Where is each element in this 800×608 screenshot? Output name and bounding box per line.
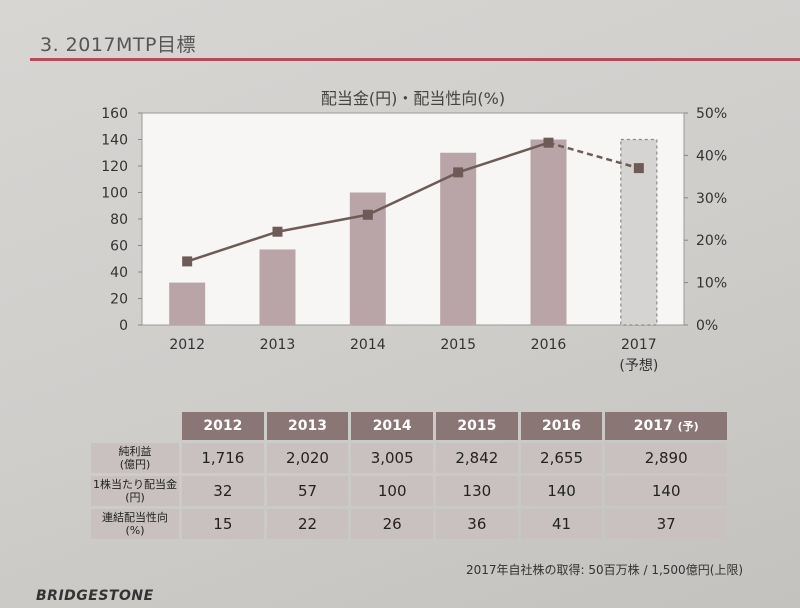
left-axis-tick-label: 140 [101,133,128,149]
row-label-main: 連結配当性向 [102,511,168,524]
payout-point [272,226,283,237]
x-tick-label: 2017 [621,337,657,353]
payout-line-forecast-segment [548,141,640,170]
table-corner [91,412,179,440]
footnote: 2017年自社株の取得: 50百万株 / 1,500億円(上限) [466,563,744,577]
company-logo: BRIDGESTONE [36,588,154,604]
x-tick-label: 2012 [169,337,205,353]
row-label-unit: (億円) [119,458,151,471]
table-cell: 15 [182,509,264,539]
table-cell: 36 [436,509,518,539]
table-header-year: 2017 [633,418,673,434]
left-axis-tick-label: 160 [101,106,128,122]
table-header-cell: 2016 [520,412,603,440]
table-header-cell: 2012 [182,412,264,440]
dividend-chart: 配当金(円)・配当性向(%) 0 20 40 60 80 100 120 140 160 0% 10%… [101,89,727,374]
row-label: 連結配当性向 (%) [91,509,179,539]
table-cell: 140 [520,476,603,506]
table-cell: 37 [605,509,727,539]
dividend-table: 2012 2013 2014 2015 2016 2017 (予) 純利益 (億円… [88,409,730,542]
table-cell: 26 [351,509,434,539]
payout-point [543,137,554,148]
table-cell: 2,020 [266,443,349,473]
table-header-cell: 2017 (予) [605,412,727,440]
left-axis-tick-label: 100 [101,186,128,202]
plot-area [141,112,685,326]
left-axis-tick-label: 40 [110,265,128,281]
table-header-cell: 2013 [266,412,349,440]
x-tick-label: 2013 [260,337,296,353]
table-cell: 22 [266,509,349,539]
x-tick-label: 2016 [531,337,567,353]
chart-title: 配当金(円)・配当性向(%) [321,89,505,108]
payout-point [182,256,193,267]
left-axis-tick-label: 60 [110,239,128,255]
x-tick-label: 2014 [350,337,386,353]
left-axis-tick-label: 120 [101,159,128,175]
left-axis-tick-label: 80 [110,212,128,228]
table-row: 1株当たり配当金 (円) 32 57 100 130 140 140 [91,476,727,506]
payout-point [453,167,464,178]
payout-point [633,163,644,174]
row-label: 1株当たり配当金 (円) [91,476,179,506]
table-cell: 2,842 [436,443,518,473]
row-label-main: 純利益 [118,445,152,458]
table-cell: 1,716 [182,443,264,473]
table-cell: 100 [351,476,434,506]
row-label-unit: (%) [125,524,145,537]
payout-line-segment [367,171,459,216]
table-row: 連結配当性向 (%) 15 22 26 36 41 37 [91,509,727,539]
bar [530,139,567,325]
table-cell: 130 [436,476,518,506]
payout-line-segment [277,213,369,233]
payout-line-segment [186,230,278,263]
right-axis-tick-label: 0% [696,318,718,334]
right-axis-tick-label: 40% [696,148,727,164]
table-header-forecast-mark: (予) [677,420,699,433]
left-axis-tick-label: 0 [119,318,128,334]
table-cell: 2,890 [605,443,727,473]
slide-title: 3. 2017MTP目標 [40,34,196,56]
row-label: 純利益 (億円) [91,443,179,473]
right-axis-tick-label: 10% [696,276,727,292]
bar [440,152,477,325]
right-axis-tick-label: 20% [696,233,727,249]
table-row: 純利益 (億円) 1,716 2,020 3,005 2,842 2,655 2,… [91,443,727,473]
right-axis-tick-label: 30% [696,191,727,207]
bar [259,249,296,325]
table-header-cell: 2015 [436,412,518,440]
row-label-unit: (円) [125,491,145,504]
table-cell: 41 [520,509,603,539]
payout-point [362,209,373,220]
table-cell: 2,655 [520,443,603,473]
table-cell: 3,005 [351,443,434,473]
payout-line-segment [457,141,549,174]
table-cell: 32 [182,476,264,506]
table-cell: 57 [266,476,349,506]
right-axis-tick-label: 50% [696,106,727,122]
x-tick-label: 2015 [440,337,476,353]
x-tick-sublabel: (予想) [619,358,658,374]
table-header-row: 2012 2013 2014 2015 2016 2017 (予) [91,412,727,440]
bar [169,282,206,325]
row-label-main: 1株当たり配当金 [93,478,177,491]
table-cell: 140 [605,476,727,506]
left-axis-tick-label: 20 [110,292,128,308]
table-header-cell: 2014 [351,412,434,440]
title-divider [30,58,800,61]
